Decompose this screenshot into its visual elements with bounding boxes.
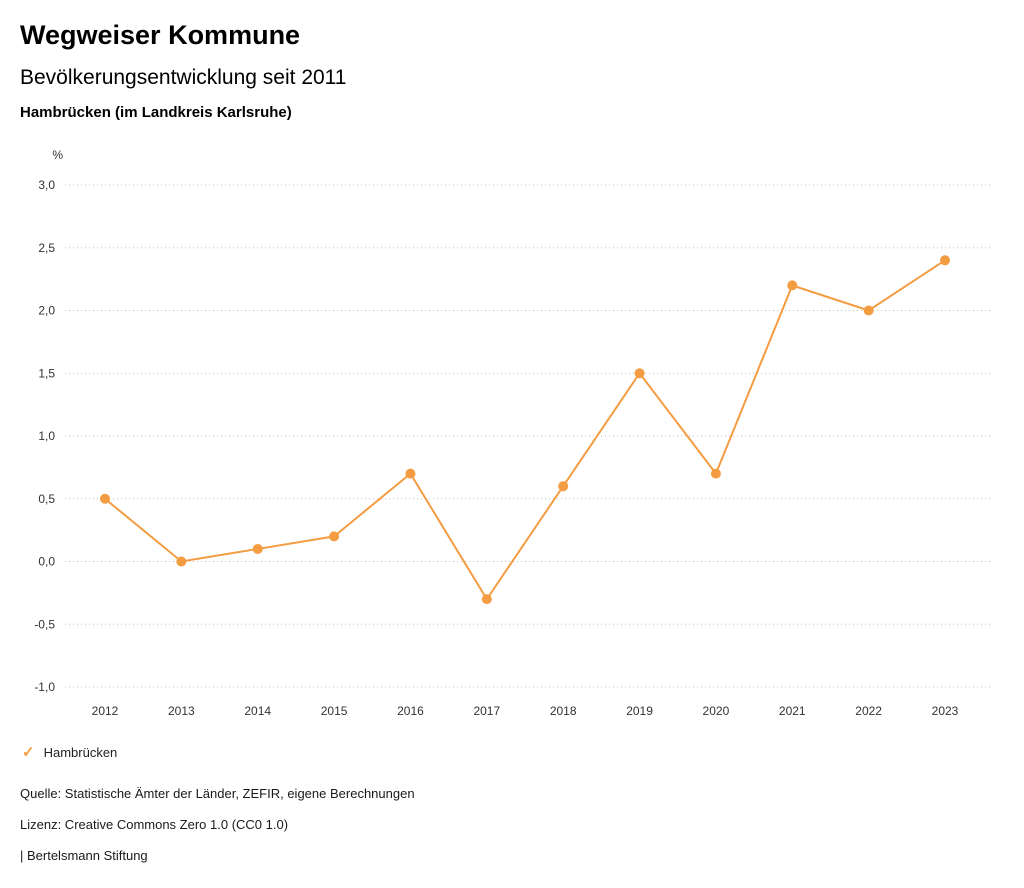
data-line [104, 259, 946, 602]
data-point[interactable] [787, 280, 798, 291]
data-point[interactable] [634, 368, 645, 379]
attribution-text: | Bertelsmann Stiftung [20, 848, 148, 863]
y-axis-unit: % [52, 148, 63, 162]
x-tick-label: 2013 [168, 704, 195, 718]
license-text: Lizenz: Creative Commons Zero 1.0 (CC0 1… [20, 817, 289, 832]
x-tick-label: 2022 [855, 704, 882, 718]
x-tick-label: 2020 [703, 704, 730, 718]
y-tick-label: 3,0 [38, 178, 55, 192]
chart-title: Bevölkerungsentwicklung seit 2011 [20, 66, 347, 89]
data-point[interactable] [481, 594, 492, 605]
data-point[interactable] [940, 255, 950, 266]
data-point[interactable] [710, 468, 721, 479]
data-point[interactable] [558, 481, 569, 492]
x-tick-label: 2015 [321, 704, 348, 718]
line-chart-svg: % 3,0 2,5 2,0 1,5 1,0 0,5 0,0 -0,5 -1,0 2012 2013 20… [34, 148, 990, 718]
data-point[interactable] [863, 305, 874, 316]
data-point[interactable] [176, 556, 187, 567]
x-tick-label: 2023 [932, 704, 959, 718]
x-tick-label: 2014 [244, 704, 271, 718]
source-text: Quelle: Statistische Ämter der Länder, Z… [20, 786, 415, 801]
data-point[interactable] [329, 531, 340, 542]
y-tick-label: 2,0 [38, 304, 55, 318]
x-tick-label: 2017 [473, 704, 500, 718]
x-tick-label: 2012 [92, 704, 119, 718]
data-point[interactable] [252, 543, 263, 554]
y-tick-label: -1,0 [34, 680, 55, 694]
line-chart: % 3,0 2,5 2,0 1,5 1,0 0,5 0,0 -0,5 -1,0 2012 2013 20… [0, 140, 1024, 740]
legend-check-icon: ✓ [22, 744, 35, 761]
x-tick-label: 2018 [550, 704, 577, 718]
y-tick-label: 0,0 [38, 555, 55, 569]
y-tick-label: 0,5 [38, 492, 55, 506]
data-point[interactable] [405, 468, 416, 479]
x-tick-label: 2021 [779, 704, 806, 718]
chart-location: Hambrücken (im Landkreis Karlsruhe) [20, 104, 292, 121]
legend-item-hambruecken[interactable]: ✓ Hambrücken [22, 745, 117, 760]
legend-label: Hambrücken [43, 745, 118, 760]
x-tick-label: 2016 [397, 704, 424, 718]
y-tick-label: 1,5 [38, 366, 55, 380]
y-tick-label: -0,5 [34, 617, 55, 631]
x-tick-label: 2019 [626, 704, 653, 718]
y-tick-label: 2,5 [38, 241, 55, 255]
page-title: Wegweiser Kommune [20, 20, 301, 50]
data-point[interactable] [100, 493, 110, 504]
y-tick-label: 1,0 [38, 429, 55, 443]
